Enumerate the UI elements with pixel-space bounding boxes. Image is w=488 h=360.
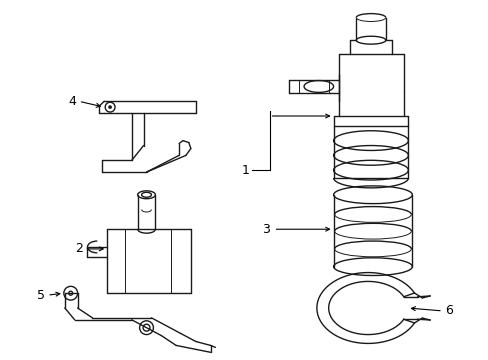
Text: 5: 5: [37, 289, 45, 302]
Text: 2: 2: [75, 242, 82, 255]
Circle shape: [108, 106, 111, 109]
Text: 1: 1: [242, 164, 249, 177]
Text: 6: 6: [444, 305, 452, 318]
Text: 4: 4: [69, 95, 77, 108]
Text: 3: 3: [261, 223, 269, 236]
